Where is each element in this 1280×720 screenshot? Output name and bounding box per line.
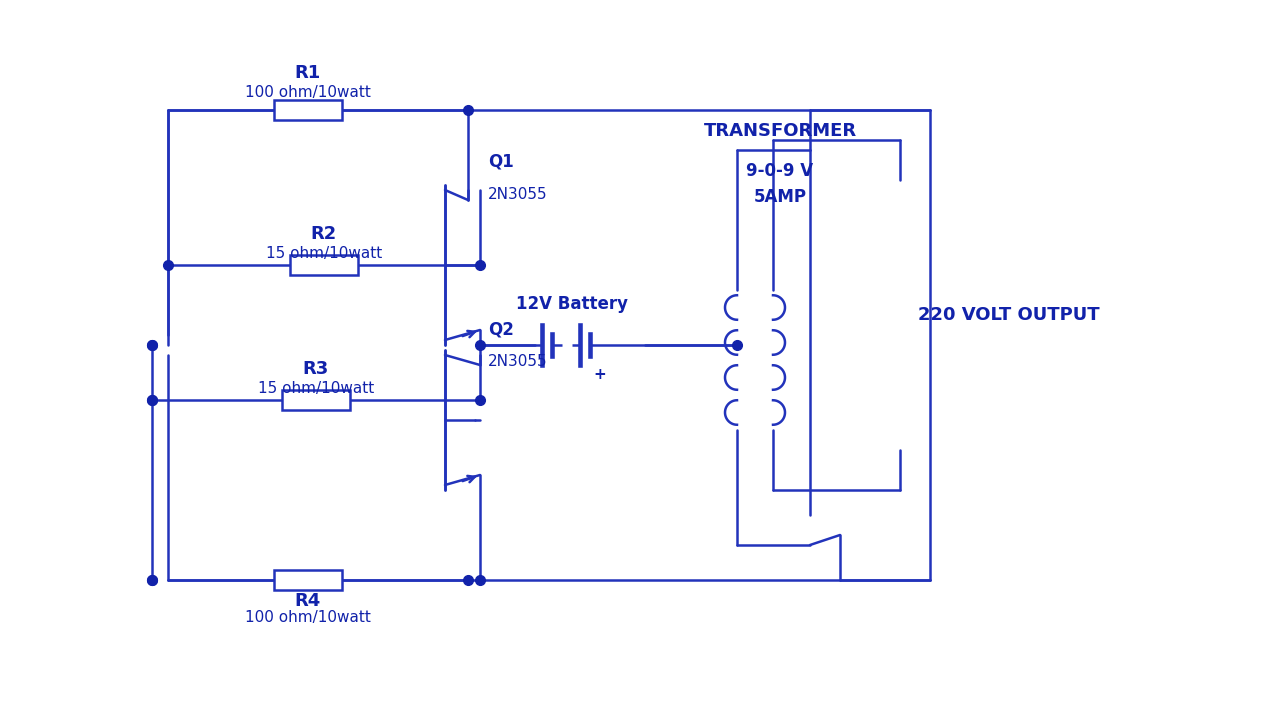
Text: 2N3055: 2N3055: [488, 187, 548, 202]
Text: 9-0-9 V: 9-0-9 V: [746, 162, 814, 180]
Text: 2N3055: 2N3055: [488, 354, 548, 369]
Text: +: +: [594, 367, 607, 382]
Text: Q1: Q1: [488, 152, 513, 170]
Bar: [274, 570, 342, 590]
Text: R4: R4: [294, 592, 321, 610]
Text: 100 ohm/10watt: 100 ohm/10watt: [244, 610, 371, 625]
Text: 220 VOLT OUTPUT: 220 VOLT OUTPUT: [918, 306, 1100, 324]
Bar: [282, 390, 349, 410]
Text: 100 ohm/10watt: 100 ohm/10watt: [244, 85, 371, 100]
Text: TRANSFORMER: TRANSFORMER: [704, 122, 856, 140]
Text: 5AMP: 5AMP: [754, 188, 806, 206]
Text: Q2: Q2: [488, 320, 513, 338]
Text: R1: R1: [294, 64, 321, 82]
Text: 15 ohm/10watt: 15 ohm/10watt: [257, 381, 374, 396]
Bar: [274, 100, 342, 120]
Text: R2: R2: [311, 225, 337, 243]
Bar: [291, 255, 358, 275]
Text: 12V Battery: 12V Battery: [516, 295, 628, 313]
Text: R3: R3: [303, 360, 329, 378]
Text: 15 ohm/10watt: 15 ohm/10watt: [266, 246, 383, 261]
